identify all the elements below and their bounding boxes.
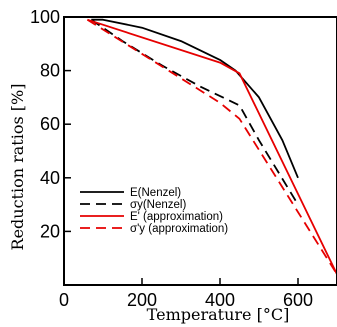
y-tick-label: 40	[40, 168, 60, 188]
y-tick-label: 60	[40, 114, 60, 134]
y-tick-label: 80	[40, 61, 60, 81]
y-tick-label: 20	[40, 221, 60, 241]
series-line-2	[90, 18, 299, 206]
x-tick-label: 200	[127, 290, 157, 310]
plot-series	[86, 18, 337, 275]
x-tick-label: 600	[283, 290, 313, 310]
x-tick-label: 400	[205, 290, 235, 310]
legend-label: E' (approximation)	[130, 211, 223, 223]
legend-label: σy(Nenzel)	[130, 199, 186, 211]
series-line-1	[91, 18, 299, 179]
legend: E(Nenzel)σy(Nenzel)E' (approximation)σ'y…	[80, 187, 228, 235]
y-tick-label: 100	[30, 7, 60, 27]
x-tick-label: 0	[59, 290, 69, 310]
x-axis-label: Temperature [°C]	[147, 305, 290, 324]
plot-frame	[63, 16, 337, 286]
legend-label: σ'y (approximation)	[130, 223, 228, 235]
legend-label: E(Nenzel)	[130, 187, 181, 199]
y-axis-label: Reduction ratios [%]	[8, 84, 27, 251]
series-line-4	[86, 18, 337, 275]
axis-ticks	[64, 69, 299, 285]
series-line-3	[87, 18, 337, 275]
tick-labels: 0 200 400 600 20 40 60 80 100	[30, 7, 313, 310]
